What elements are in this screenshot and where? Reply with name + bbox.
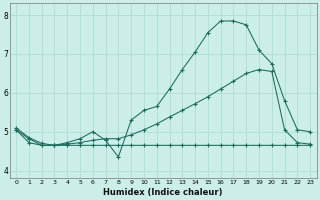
X-axis label: Humidex (Indice chaleur): Humidex (Indice chaleur)	[103, 188, 223, 197]
